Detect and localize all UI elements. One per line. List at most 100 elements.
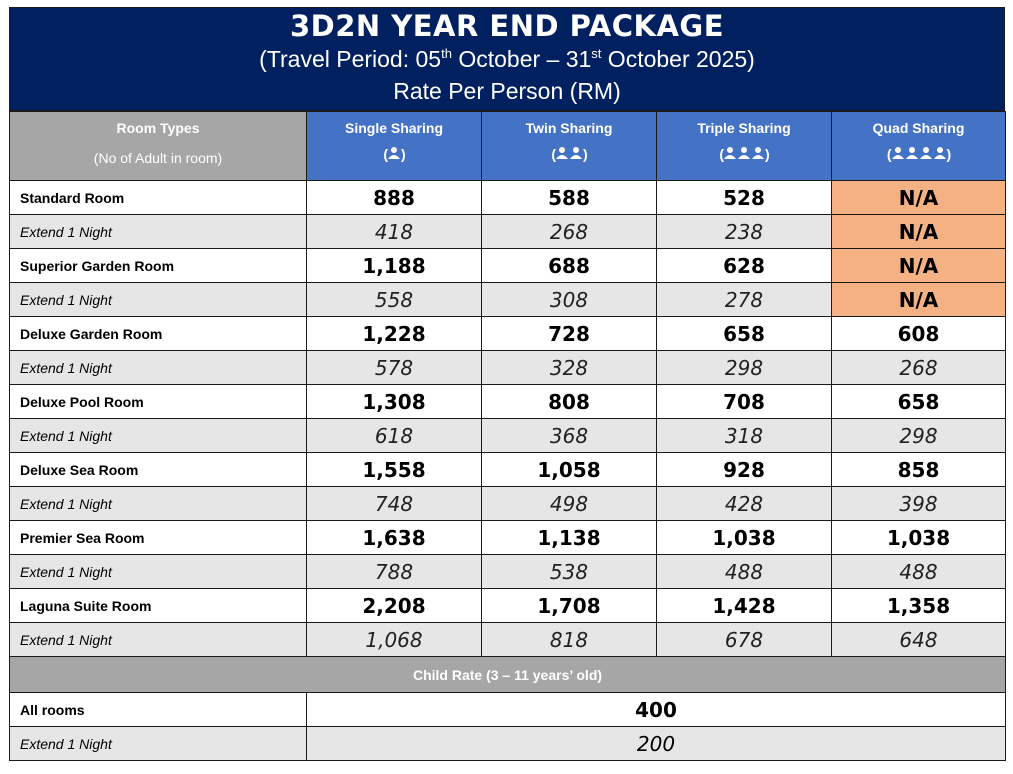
single-rate: 1,188 (306, 248, 482, 283)
single-rate: 1,068 (306, 622, 482, 657)
room-type-label: Laguna Suite Room (9, 588, 307, 623)
triple-rate: 928 (656, 452, 832, 487)
table-row: Superior Garden Room 1,188 688 628 N/A (9, 248, 1006, 283)
quad-rate: N/A (831, 214, 1006, 249)
single-rate: 1,308 (306, 384, 482, 419)
rate-sheet: 3D2N YEAR END PACKAGE (Travel Period: 05… (9, 7, 1006, 761)
triple-rate: 528 (656, 180, 832, 215)
quad-rate: 858 (831, 452, 1006, 487)
room-type-label: Deluxe Garden Room (9, 316, 307, 351)
quad-rate: 398 (831, 486, 1006, 521)
rates-table: Room Types (No of Adult in room) Single … (9, 111, 1006, 761)
table-row: Extend 1 Night 418 268 238 N/A (9, 214, 1006, 249)
table-row: Premier Sea Room 1,638 1,138 1,038 1,038 (9, 520, 1006, 555)
twin-rate: 328 (481, 350, 657, 385)
table-row: Extend 1 Night 748 498 428 398 (9, 486, 1006, 521)
table-row: Laguna Suite Room 2,208 1,708 1,428 1,35… (9, 588, 1006, 623)
single-sharing-header: Single Sharing () (306, 111, 482, 181)
package-title: 3D2N YEAR END PACKAGE (289, 9, 725, 43)
child-extend-value: 200 (306, 726, 1006, 761)
rate-per-person: Rate Per Person (RM) (393, 78, 621, 104)
twin-sharing-header: Twin Sharing () (481, 111, 657, 181)
table-row: Deluxe Pool Room 1,308 808 708 658 (9, 384, 1006, 419)
extend-night-label: Extend 1 Night (9, 350, 307, 385)
triple-rate: 238 (656, 214, 832, 249)
quad-rate: 658 (831, 384, 1006, 419)
single-rate: 2,208 (306, 588, 482, 623)
quad-rate: 268 (831, 350, 1006, 385)
room-type-label: Deluxe Pool Room (9, 384, 307, 419)
single-rate: 1,228 (306, 316, 482, 351)
twin-rate: 818 (481, 622, 657, 657)
column-header-row: Room Types (No of Adult in room) Single … (9, 111, 1006, 181)
person-2-icon: () (551, 146, 587, 162)
quad-sharing-header: Quad Sharing () (831, 111, 1006, 181)
twin-rate: 1,138 (481, 520, 657, 555)
triple-rate: 1,038 (656, 520, 832, 555)
table-row: Extend 1 Night 618 368 318 298 (9, 418, 1006, 453)
triple-rate: 658 (656, 316, 832, 351)
triple-sharing-header: Triple Sharing () (656, 111, 832, 181)
triple-rate: 488 (656, 554, 832, 589)
single-rate: 788 (306, 554, 482, 589)
twin-rate: 688 (481, 248, 657, 283)
single-rate: 1,558 (306, 452, 482, 487)
triple-rate: 428 (656, 486, 832, 521)
all-rooms-label: All rooms (9, 692, 307, 727)
table-row: Extend 1 Night 200 (9, 726, 1006, 761)
child-rate-heading-row: Child Rate (3 – 11 years’ old) (9, 656, 1006, 693)
twin-rate: 588 (481, 180, 657, 215)
single-rate: 1,638 (306, 520, 482, 555)
quad-rate: 1,038 (831, 520, 1006, 555)
quad-rate: 608 (831, 316, 1006, 351)
room-type-label: Deluxe Sea Room (9, 452, 307, 487)
quad-rate: N/A (831, 282, 1006, 317)
table-row: Extend 1 Night 578 328 298 268 (9, 350, 1006, 385)
child-rate-value: 400 (306, 692, 1006, 727)
twin-rate: 808 (481, 384, 657, 419)
twin-rate: 1,708 (481, 588, 657, 623)
table-row: Extend 1 Night 1,068 818 678 648 (9, 622, 1006, 657)
triple-rate: 628 (656, 248, 832, 283)
person-3-icon: () (719, 146, 769, 162)
room-types-header: Room Types (No of Adult in room) (9, 111, 307, 181)
single-rate: 578 (306, 350, 482, 385)
triple-rate: 708 (656, 384, 832, 419)
extend-night-label: Extend 1 Night (9, 726, 307, 761)
quad-rate: N/A (831, 248, 1006, 283)
extend-night-label: Extend 1 Night (9, 214, 307, 249)
triple-rate: 298 (656, 350, 832, 385)
triple-rate: 678 (656, 622, 832, 657)
single-rate: 888 (306, 180, 482, 215)
table-row: Deluxe Sea Room 1,558 1,058 928 858 (9, 452, 1006, 487)
extend-night-label: Extend 1 Night (9, 282, 307, 317)
triple-rate: 278 (656, 282, 832, 317)
single-rate: 748 (306, 486, 482, 521)
twin-rate: 368 (481, 418, 657, 453)
twin-rate: 268 (481, 214, 657, 249)
triple-rate: 1,428 (656, 588, 832, 623)
person-4-icon: () (886, 146, 951, 162)
twin-rate: 308 (481, 282, 657, 317)
single-rate: 618 (306, 418, 482, 453)
extend-night-label: Extend 1 Night (9, 622, 307, 657)
table-row: All rooms 400 (9, 692, 1006, 727)
extend-night-label: Extend 1 Night (9, 418, 307, 453)
table-row: Standard Room 888 588 528 N/A (9, 180, 1006, 215)
quad-rate: N/A (831, 180, 1006, 215)
table-row: Deluxe Garden Room 1,228 728 658 608 (9, 316, 1006, 351)
single-rate: 418 (306, 214, 482, 249)
room-type-label: Superior Garden Room (9, 248, 307, 283)
extend-night-label: Extend 1 Night (9, 486, 307, 521)
single-rate: 558 (306, 282, 482, 317)
person-1-icon: () (383, 146, 405, 162)
travel-period: (Travel Period: 05th October – 31st Octo… (259, 46, 755, 72)
extend-night-label: Extend 1 Night (9, 554, 307, 589)
child-rate-heading: Child Rate (3 – 11 years’ old) (9, 656, 1006, 693)
quad-rate: 1,358 (831, 588, 1006, 623)
room-type-label: Standard Room (9, 180, 307, 215)
package-header: 3D2N YEAR END PACKAGE (Travel Period: 05… (9, 7, 1005, 111)
twin-rate: 728 (481, 316, 657, 351)
twin-rate: 1,058 (481, 452, 657, 487)
triple-rate: 318 (656, 418, 832, 453)
